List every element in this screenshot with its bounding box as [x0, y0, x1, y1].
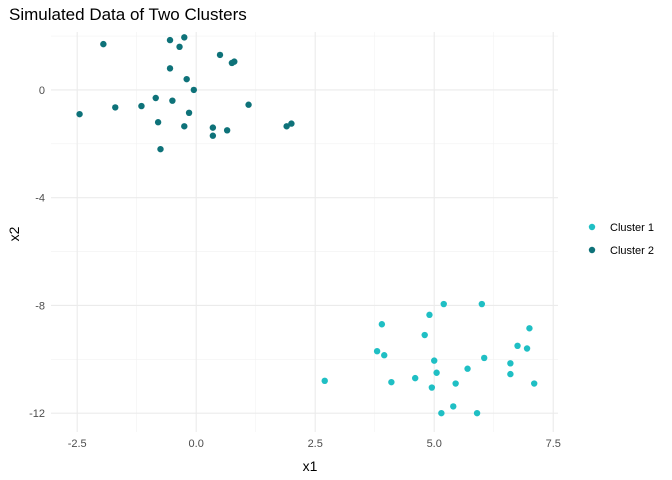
point-cluster-2	[112, 104, 119, 111]
x-axis-title: x1	[303, 458, 318, 474]
point-cluster-1	[507, 360, 514, 367]
x-tick-label: 2.5	[308, 438, 323, 450]
point-cluster-2	[181, 123, 188, 130]
point-cluster-1	[507, 370, 514, 378]
point-cluster-2	[176, 43, 183, 51]
point-cluster-2	[138, 102, 145, 110]
point-cluster-2	[76, 110, 83, 118]
point-cluster-2	[209, 124, 217, 131]
point-cluster-1	[523, 345, 531, 352]
point-cluster-1	[388, 378, 395, 386]
point-cluster-1	[381, 352, 388, 359]
point-cluster-2	[183, 75, 190, 83]
point-cluster-1	[378, 321, 386, 328]
point-cluster-1	[514, 342, 521, 350]
y-tick-label: -4	[35, 193, 45, 205]
point-cluster-1	[530, 380, 538, 387]
point-cluster-1	[431, 357, 438, 364]
point-cluster-2	[157, 145, 164, 153]
grid-minor	[51, 32, 558, 432]
data-points	[76, 34, 538, 417]
point-cluster-1	[411, 374, 419, 382]
legend-key-cluster-2	[588, 246, 596, 254]
point-cluster-2	[169, 97, 176, 104]
x-tick-label: 5.0	[427, 438, 442, 450]
legend-label-cluster-1: Cluster 1	[610, 222, 654, 234]
point-cluster-2	[154, 119, 162, 126]
x-tick-labels: -2.5 0.0 2.5 5.0 7.5	[68, 438, 561, 450]
point-cluster-2	[181, 34, 188, 41]
point-cluster-1	[452, 380, 459, 387]
point-cluster-1	[321, 377, 328, 385]
point-cluster-1	[450, 403, 457, 410]
point-cluster-2	[223, 127, 231, 134]
y-tick-labels: -12 -8 -4 0	[29, 85, 45, 420]
point-cluster-1	[428, 384, 436, 391]
grid-major	[51, 32, 558, 432]
point-cluster-1	[440, 300, 447, 308]
x-tick-label: 7.5	[546, 438, 561, 450]
y-tick-label: -12	[29, 408, 45, 420]
point-cluster-1	[464, 365, 471, 372]
legend-key-cluster-1	[588, 223, 596, 231]
y-tick-label: 0	[39, 85, 45, 97]
point-cluster-1	[438, 409, 445, 417]
point-cluster-2	[190, 86, 198, 94]
point-cluster-1	[478, 300, 486, 308]
legend: Cluster 1 Cluster 2	[588, 222, 654, 257]
y-axis-title: x2	[6, 226, 22, 241]
point-cluster-1	[421, 331, 428, 339]
point-cluster-2	[283, 123, 290, 130]
point-cluster-2	[100, 40, 107, 48]
point-cluster-2	[166, 65, 174, 72]
point-cluster-2	[185, 109, 193, 117]
point-cluster-1	[526, 325, 533, 332]
point-cluster-2	[231, 58, 238, 65]
point-cluster-2	[209, 132, 217, 139]
point-cluster-1	[433, 369, 440, 376]
x-tick-label: -2.5	[68, 438, 87, 450]
point-cluster-2	[245, 101, 252, 108]
point-cluster-1	[373, 347, 381, 355]
point-cluster-2	[288, 120, 295, 127]
point-cluster-1	[481, 354, 488, 362]
point-cluster-1	[426, 311, 433, 319]
point-cluster-1	[473, 409, 481, 417]
y-tick-label: -8	[35, 300, 45, 312]
x-tick-label: 0.0	[189, 438, 204, 450]
point-cluster-2	[166, 36, 174, 44]
point-cluster-2	[152, 94, 159, 102]
point-cluster-2	[216, 51, 224, 59]
chart-title: Simulated Data of Two Clusters	[9, 5, 247, 24]
legend-label-cluster-2: Cluster 2	[610, 245, 654, 257]
